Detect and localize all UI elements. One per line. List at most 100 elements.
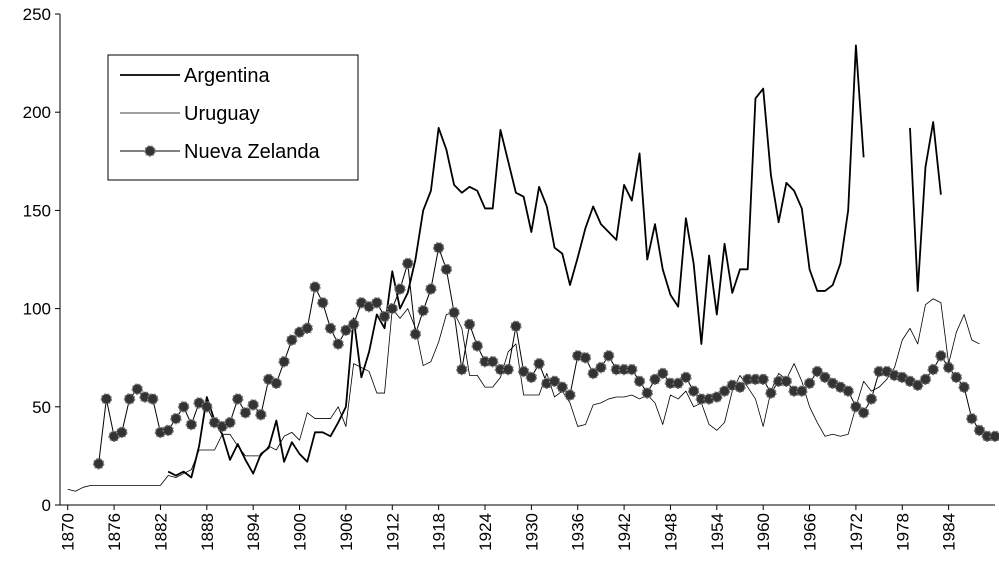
data-point xyxy=(687,385,700,397)
data-point xyxy=(510,320,522,333)
data-point xyxy=(394,283,406,295)
x-tick-label: 1972 xyxy=(847,513,866,551)
data-point xyxy=(672,377,684,389)
data-point xyxy=(278,355,290,368)
x-tick-label: 1918 xyxy=(430,513,449,551)
y-tick-label: 200 xyxy=(23,103,51,122)
data-point xyxy=(347,318,360,331)
series-line xyxy=(98,247,995,464)
x-tick-label: 1888 xyxy=(198,513,217,551)
data-point xyxy=(401,257,414,270)
data-point xyxy=(440,263,453,276)
x-tick-label: 1870 xyxy=(59,513,78,551)
data-point xyxy=(718,385,731,397)
data-point xyxy=(177,401,190,413)
data-point xyxy=(811,365,824,378)
data-point xyxy=(432,241,445,254)
data-point xyxy=(942,361,955,374)
x-tick-label: 1906 xyxy=(337,513,356,551)
x-tick-label: 1936 xyxy=(569,513,588,551)
data-point xyxy=(301,322,314,334)
x-tick-label: 1924 xyxy=(476,513,495,551)
data-point xyxy=(564,389,576,401)
legend-label: Nueva Zelanda xyxy=(184,141,321,163)
data-point xyxy=(649,373,661,386)
data-point xyxy=(966,412,978,425)
data-point xyxy=(919,373,932,386)
data-point xyxy=(239,406,252,419)
data-point xyxy=(927,363,939,376)
data-point xyxy=(803,377,816,389)
data-point xyxy=(865,393,878,405)
data-point xyxy=(116,426,128,439)
x-tick-label: 1984 xyxy=(940,513,959,551)
data-point xyxy=(950,371,963,384)
data-point xyxy=(765,387,777,399)
data-point xyxy=(386,302,399,315)
data-point xyxy=(92,458,105,470)
data-point xyxy=(456,363,468,376)
data-point xyxy=(123,393,136,405)
data-point xyxy=(409,328,422,340)
data-point xyxy=(796,385,808,397)
series-line xyxy=(67,298,980,492)
data-point xyxy=(131,383,144,395)
data-point xyxy=(595,361,607,374)
legend-label: Argentina xyxy=(184,65,270,87)
data-point xyxy=(231,393,244,405)
data-point xyxy=(371,296,383,309)
data-point xyxy=(471,340,484,352)
data-point xyxy=(332,338,344,350)
data-point xyxy=(819,371,831,384)
data-point xyxy=(533,357,545,370)
data-point xyxy=(324,322,337,334)
data-point xyxy=(201,401,213,413)
data-point xyxy=(935,349,947,362)
data-point xyxy=(680,371,692,384)
y-tick-label: 150 xyxy=(23,201,51,220)
data-point xyxy=(556,381,569,393)
data-point xyxy=(162,424,174,437)
x-tick-label: 1942 xyxy=(615,513,634,551)
data-point xyxy=(100,393,113,405)
data-point xyxy=(224,416,236,429)
data-point xyxy=(973,424,986,437)
x-tick-label: 1882 xyxy=(151,513,170,551)
legend-label: Uruguay xyxy=(184,103,260,125)
data-point xyxy=(633,375,646,388)
data-point xyxy=(417,304,429,317)
data-point xyxy=(270,377,283,389)
data-point xyxy=(780,375,793,388)
data-point xyxy=(247,399,259,411)
data-point xyxy=(463,318,476,331)
x-tick-label: 1876 xyxy=(105,513,124,551)
x-tick-label: 1930 xyxy=(522,513,541,551)
x-tick-label: 1894 xyxy=(244,513,263,551)
data-point xyxy=(842,385,854,397)
y-tick-label: 50 xyxy=(32,398,51,417)
data-point xyxy=(517,365,530,378)
data-point xyxy=(850,401,862,413)
data-point xyxy=(656,367,669,380)
x-tick-label: 1948 xyxy=(661,513,680,551)
x-tick-label: 1954 xyxy=(708,513,727,551)
x-tick-label: 1900 xyxy=(291,513,310,551)
data-point xyxy=(958,381,970,393)
data-point xyxy=(548,375,561,388)
data-point xyxy=(911,379,924,391)
legend-marker xyxy=(144,145,156,157)
data-point xyxy=(316,296,329,309)
data-point xyxy=(711,391,723,403)
data-point xyxy=(989,430,999,443)
data-point xyxy=(602,349,615,362)
data-point xyxy=(309,281,321,293)
data-point xyxy=(857,406,870,419)
x-tick-label: 1978 xyxy=(893,513,912,551)
series-line xyxy=(167,44,865,479)
data-point xyxy=(502,363,514,376)
data-point xyxy=(757,373,769,386)
data-point xyxy=(286,334,298,346)
data-point xyxy=(170,412,182,425)
data-point xyxy=(448,306,460,319)
